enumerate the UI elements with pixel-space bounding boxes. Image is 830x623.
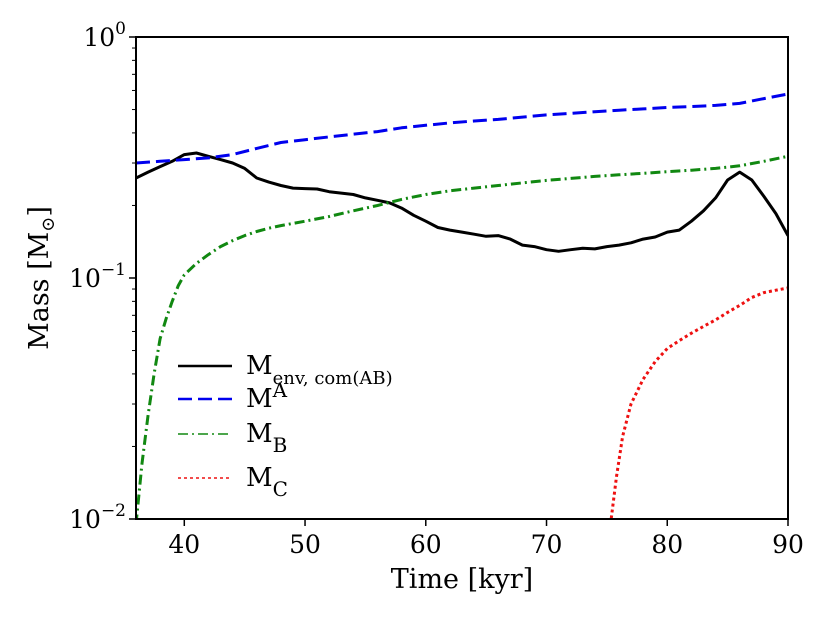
x-axis-label: Time [kyr] (391, 564, 533, 595)
y-tick-label: 10−2 (69, 501, 126, 534)
y-axis-label-end: ] (24, 206, 55, 217)
x-tick-label: 70 (531, 530, 563, 559)
series-line-2 (136, 154, 788, 519)
series-line-0 (136, 151, 788, 253)
legend-label-1: MA (246, 378, 288, 414)
legend: Menv, com(AB)MA MB MC (178, 351, 393, 501)
y-axis-label-sun-symbol: ⊙ (38, 217, 59, 232)
x-tick-label: 50 (289, 530, 321, 559)
y-axis-label-main: Mass [M (24, 232, 55, 350)
series-layer (136, 92, 788, 519)
x-tick-label: 90 (772, 530, 804, 559)
x-tick-label: 80 (651, 530, 683, 559)
legend-label-3: MC (246, 463, 288, 501)
y-tick-label: 10−1 (69, 260, 126, 293)
y-tick-label: 100 (83, 19, 126, 52)
legend-label-0: Menv, com(AB) (246, 351, 393, 389)
plot-frame (135, 36, 789, 520)
x-tick-label: 60 (410, 530, 442, 559)
legend-label-2: MB (246, 419, 287, 457)
y-axis-label: Mass [M⊙] (24, 206, 59, 350)
series-line-1 (136, 92, 788, 165)
x-tick-label: 40 (168, 530, 200, 559)
series-line-3 (609, 286, 788, 519)
ticks-layer: 40 50 60 70 80 90 100 10−1 10−2 (69, 19, 804, 559)
